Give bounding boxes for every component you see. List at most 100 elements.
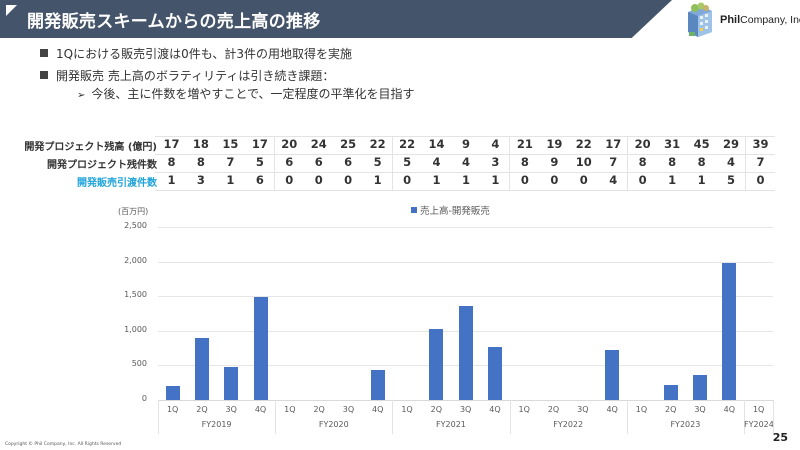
bullet-text: 開発販売 売上高のボラティリティは引き続き課題： (56, 69, 335, 83)
table-cell: 6 (285, 155, 294, 169)
table-cell: 17 (251, 137, 268, 151)
bar (429, 328, 444, 400)
legend-swatch-icon (411, 207, 417, 213)
table-cell: 5 (727, 173, 736, 187)
table-cell: 5 (403, 155, 412, 169)
x-quarter-label: 2Q (547, 405, 560, 414)
table-group-divider (627, 136, 629, 190)
gridline (158, 296, 773, 298)
table-cell: 1 (432, 173, 441, 187)
table-cell: 9 (550, 155, 559, 169)
table-gridline (155, 136, 775, 137)
sub-bullet-item: ➢ 今後、主に件数を増やすことで、一定程度の平準化を目指す (77, 86, 415, 106)
y-tick-label: 2,500 (124, 221, 147, 230)
table-cell: 18 (192, 137, 209, 151)
table-cell: 4 (609, 173, 618, 187)
x-quarter-label: 4Q (254, 405, 267, 414)
y-tick-label: 1,000 (124, 324, 147, 334)
x-fiscal-year-label: FY2024 (744, 420, 774, 429)
x-group-divider (158, 400, 159, 434)
table-cell: 3 (491, 155, 500, 169)
table-cell: 1 (461, 173, 470, 187)
corner-triangle-icon (6, 5, 17, 16)
x-group-divider (626, 400, 628, 434)
table-cell: 8 (697, 155, 706, 169)
x-quarter-label: 1Q (752, 405, 765, 414)
x-quarter-label: 3Q (225, 405, 237, 414)
x-quarter-label: 4Q (372, 405, 384, 414)
table-cell: 4 (727, 155, 736, 169)
slide-header: 開発販売スキームからの売上高の推移 PhilCompany, Inc (0, 0, 800, 38)
table-cell: 1 (167, 173, 176, 187)
table-cell: 8 (167, 155, 176, 169)
table-cell: 6 (344, 155, 353, 169)
gridline (158, 400, 773, 401)
table-cell: 0 (344, 173, 353, 187)
table-cell: 8 (196, 155, 205, 169)
table-cell: 7 (226, 155, 235, 169)
table-cell: 17 (163, 137, 180, 151)
bar (487, 347, 502, 400)
row-label: 開発プロジェクト残高 (億円) (24, 142, 157, 153)
bar (663, 385, 678, 400)
table-cell: 20 (281, 137, 298, 151)
table-cell: 20 (634, 137, 651, 151)
table-cell: 4 (432, 155, 441, 169)
y-tick-label: 500 (131, 359, 147, 369)
table-cell: 24 (310, 137, 327, 151)
y-tick-label: 2,000 (124, 255, 147, 265)
table-group-divider (509, 136, 511, 190)
x-group-divider (509, 400, 511, 434)
table-cell: 17 (605, 137, 622, 151)
table-cell: 19 (546, 137, 563, 151)
table-cell: 14 (428, 137, 445, 151)
x-fiscal-year-label: FY2021 (436, 420, 466, 429)
x-quarter-label: 4Q (723, 405, 736, 414)
table-cell: 1 (668, 173, 677, 187)
company-name: PhilCompany, Inc (720, 14, 800, 26)
table-row: 開発プロジェクト残高 (億円) 17 18 15 17 20 24 25 22 22 14 9 4 21 1… (0, 136, 800, 154)
table-cell: 9 (461, 137, 470, 151)
table-cell: 0 (756, 173, 765, 187)
table-cell: 1 (226, 173, 235, 187)
table-cell: 0 (285, 173, 294, 187)
table-row: 開発プロジェクト残件数 8 8 7 5 6 6 6 5 5 4 4 3 8 9 10 7 8 8 8 4 7 (0, 154, 800, 172)
gridline (158, 261, 773, 263)
table-cell: 6 (255, 173, 264, 187)
table-group-divider (745, 136, 746, 190)
copyright-text: Copyright © Phil Company, Inc. All Right… (5, 442, 122, 447)
table-cell: 0 (638, 173, 647, 187)
row-label: 開発販売引渡件数 (77, 178, 157, 189)
table-cell: 31 (664, 137, 681, 151)
table-cell: 4 (491, 137, 500, 151)
table-cell: 5 (373, 155, 382, 169)
table-cell: 21 (516, 137, 533, 151)
x-fiscal-year-label: FY2019 (201, 420, 232, 429)
square-bullet-icon (40, 49, 48, 57)
table-cell: 45 (693, 137, 710, 151)
table-cell: 25 (340, 137, 357, 151)
table-cell: 1 (373, 173, 382, 187)
bullet-item: 1Qにおける販売引渡は0件も、計3件の用地取得を実施 (40, 46, 378, 68)
table-cell: 0 (403, 173, 412, 187)
x-group-divider (275, 400, 277, 434)
company-logo: PhilCompany, Inc (682, 2, 800, 38)
page-number: 25 (772, 431, 788, 444)
sub-bullet-text: 今後、主に件数を増やすことで、一定程度の平準化を目指す (91, 87, 415, 101)
x-quarter-label: 3Q (577, 405, 589, 414)
row-label: 開発プロジェクト残件数 (47, 160, 157, 171)
table-cell: 6 (314, 155, 323, 169)
building-logo-icon (688, 2, 712, 37)
table-gridline (155, 190, 775, 191)
gridline (158, 227, 773, 228)
y-tick-label: 1,500 (124, 290, 147, 300)
arrow-bullet-icon: ➢ (77, 90, 86, 101)
table-cell: 5 (255, 155, 264, 169)
table-cell: 15 (222, 137, 239, 151)
slide-title: 開発販売スキームからの売上高の推移 (27, 12, 321, 32)
bar (722, 262, 737, 400)
x-fiscal-year-label: FY2023 (670, 420, 701, 429)
table-cell: 0 (520, 173, 529, 187)
bullet-text: 1Qにおける販売引渡は0件も、計3件の用地取得を実施 (56, 47, 352, 61)
x-quarter-label: 3Q (694, 405, 706, 414)
